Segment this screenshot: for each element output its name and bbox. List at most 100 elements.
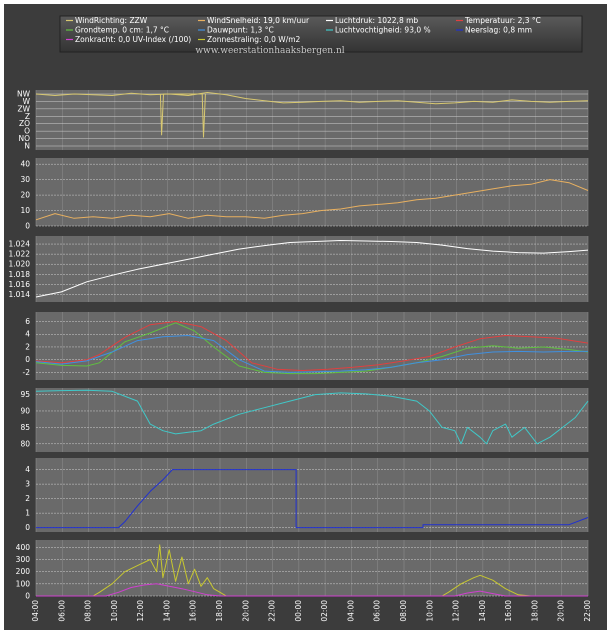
x-tick-label: 06:00 [57,600,66,622]
y-tick-label: N [24,142,30,151]
y-tick-label: O [24,127,30,136]
series-line-zonkracht [36,583,588,597]
y-tick-label: Z [25,112,30,121]
x-tick-label: 22:00 [583,600,592,622]
x-tick-label: 00:00 [294,600,303,622]
series-line-neerslag [36,469,589,529]
y-tick-label: 0 [25,222,30,231]
y-tick-label: 30 [20,175,30,184]
x-tick-label: 02:00 [320,600,329,622]
series-line-temperatuur [35,321,589,371]
series-line-dauwpunt [35,335,588,373]
series-line-luchtvochtigheid [35,389,589,445]
y-tick-label: 1.024 [9,240,31,249]
x-tick-label: 20:00 [241,600,250,622]
panel-temperature: -2 0 2 4 6 [23,312,589,380]
y-tick-label: 4 [25,465,30,474]
series-line-luchtdruk [35,240,589,298]
panel-bg [36,458,588,532]
y-tick-label: 6 [25,317,30,326]
legend-label: Luchtvochtigheid: 93,0 % [335,26,431,35]
x-tick-label: 04:00 [31,600,40,622]
x-tick-label: 12:00 [136,600,145,622]
x-axis: 04:00 06:00 08:00 10:00 12:00 14:00 16:00 18:00… [31,600,592,622]
panel-bg [36,388,588,452]
y-tick-label: ZW [17,104,30,113]
panel-wind-speed: 0 10 20 30 40 [20,158,589,231]
panel-bg [36,236,588,302]
y-tick-label: 1.018 [9,270,31,279]
x-tick-label: 18:00 [530,600,539,622]
panel-bg [36,540,588,596]
y-tick-label: 300 [16,555,31,564]
y-tick-label: -2 [23,368,31,377]
x-tick-label: 20:00 [557,600,566,622]
y-tick-label: 1.016 [9,280,31,289]
series-line-windsnelheid [35,179,589,221]
y-tick-label: 0 [25,592,30,601]
x-tick-label: 16:00 [504,600,513,622]
y-tick-label: NW [17,90,31,99]
panel-bg [36,158,588,226]
legend-label: Grondtemp. 0 cm: 1,7 °C [75,26,169,35]
x-tick-label: 06:00 [373,600,382,622]
legend-label: Zonnestraling: 0,0 W/m2 [207,35,301,44]
panel-humidity: 80 85 90 95 [20,388,589,452]
y-tick-label: ZO [19,119,30,128]
y-tick-label: W [23,97,31,106]
y-tick-label: 40 [20,160,30,169]
y-tick-label: 90 [20,406,30,415]
x-tick-label: 10:00 [110,600,119,622]
website-label: www.weerstationhaaksbergen.nl [195,46,344,56]
series-line-grondtemp [35,322,589,375]
series-line-zonnestraling [36,544,588,597]
y-tick-label: 95 [20,390,30,399]
y-tick-label: 0 [25,523,30,532]
x-tick-label: 10:00 [425,600,434,622]
y-tick-label: 200 [16,567,31,576]
panel-rain: 0 1 2 3 4 [25,458,589,532]
legend: WindRichting: ZZW WindSnelheid: 19,0 km/u… [66,16,541,44]
y-tick-label: 1 [25,509,30,518]
x-tick-label: 08:00 [84,600,93,622]
legend-label: Temperatuur: 2,3 °C [464,16,541,25]
series-line-windrichting-dips [159,93,206,138]
panel-radiation: 0 100 200 300 400 [16,540,589,601]
x-tick-label: 12:00 [452,600,461,622]
x-tick-label: 16:00 [189,600,198,622]
y-tick-label: 1.014 [9,290,31,299]
y-tick-label: 2 [25,342,30,351]
chart-panels: NWWZWZZOONON0102030401.0141.0161.0181.02… [9,90,589,601]
y-tick-label: 1.020 [9,260,31,269]
legend-label: Neerslag: 0,8 mm [465,26,532,35]
x-tick-label: 14:00 [478,600,487,622]
legend-box [59,15,583,53]
y-tick-label: 20 [20,191,30,200]
legend-label: Luchtdruk: 1022,8 mb [335,16,418,25]
legend-label: WindSnelheid: 19,0 km/uur [207,16,310,25]
x-tick-label: 04:00 [346,600,355,622]
x-tick-label: 14:00 [162,600,171,622]
x-tick-label: 22:00 [268,600,277,622]
y-tick-label: 100 [16,579,31,588]
y-tick-label: 85 [20,423,30,432]
y-tick-label: 80 [20,439,30,448]
legend-label: WindRichting: ZZW [75,16,148,25]
series-line-windrichting [35,92,589,105]
y-tick-label: 400 [16,543,31,552]
x-tick-label: 18:00 [215,600,224,622]
y-tick-label: 2 [25,494,30,503]
y-tick-label: 4 [25,330,30,339]
y-tick-label: 10 [20,206,30,215]
legend-label: Dauwpunt: 1,3 °C [207,26,274,35]
y-tick-label: 3 [25,480,30,489]
y-tick-label: NO [18,134,30,143]
y-tick-label: 1.022 [9,250,31,259]
y-tick-label: 0 [25,355,30,364]
x-tick-label: 08:00 [399,600,408,622]
panel-bg [36,90,588,150]
